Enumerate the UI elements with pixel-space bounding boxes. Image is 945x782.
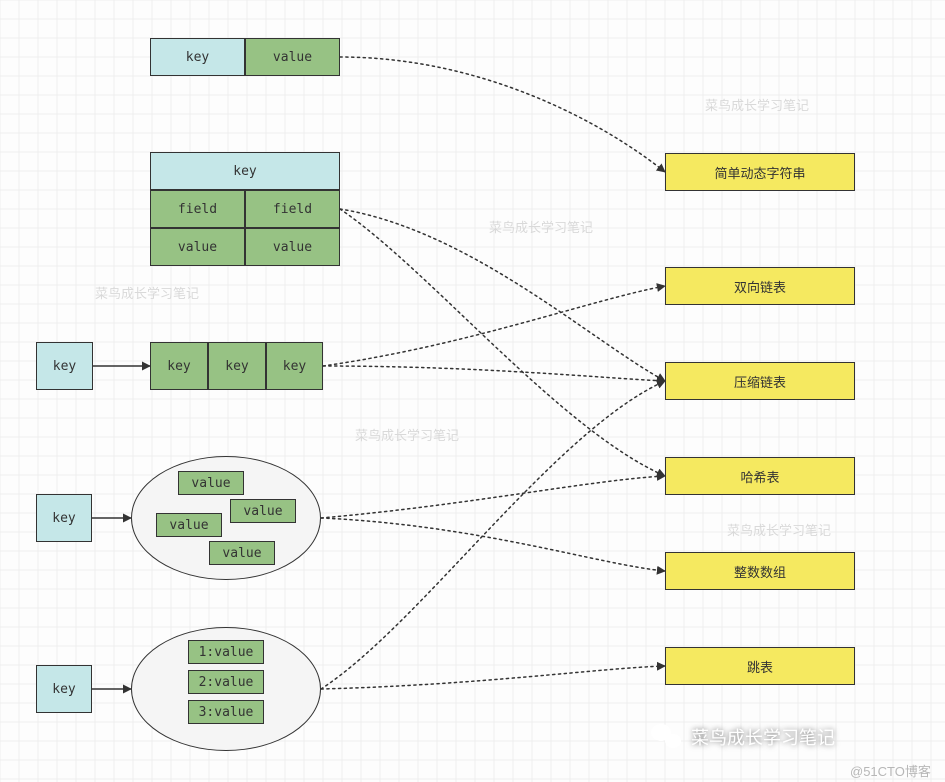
zset-row-3: 3:value [188,700,264,724]
hash-field-2: field [245,190,340,228]
string-key: key [150,38,245,76]
hash-value-2: value [245,228,340,266]
target-t-skip-label: 跳表 [747,657,773,676]
target-t-hash: 哈希表 [665,457,855,495]
zset-row-3-label: 3:value [199,705,254,720]
watermark-4: 菜鸟成长学习笔记 [727,520,831,539]
watermark-1: 菜鸟成长学习笔记 [489,217,593,236]
hash-key-label: key [233,164,256,179]
watermark-2: 菜鸟成长学习笔记 [95,283,199,302]
list-key: key [36,342,93,390]
target-t-ziplist: 压缩链表 [665,362,855,400]
zset-key: key [36,665,92,713]
hash-key: key [150,152,340,190]
footer-text: 菜鸟成长学习笔记 [691,724,835,750]
set-value-3-label: value [169,518,208,533]
target-t-ziplist-label: 压缩链表 [734,372,786,391]
hash-field-1-label: field [178,202,217,217]
hash-value-1-label: value [178,240,217,255]
hash-value-2-label: value [273,240,312,255]
zset-row-2-label: 2:value [199,675,254,690]
set-value-1-label: value [191,476,230,491]
string-value: value [245,38,340,76]
list-item-2: key [208,342,266,390]
zset-row-1: 1:value [188,640,264,664]
string-value-label: value [273,50,312,65]
list-item-2-label: key [225,359,248,374]
set-key-label: key [52,511,75,526]
list-key-label: key [53,359,76,374]
set-value-1: value [178,471,244,495]
target-t-intset: 整数数组 [665,552,855,590]
set-key: key [36,494,92,542]
target-t-skip: 跳表 [665,647,855,685]
watermark-3: 菜鸟成长学习笔记 [355,425,459,444]
zset-row-2: 2:value [188,670,264,694]
list-item-3: key [266,342,323,390]
watermark-0: 菜鸟成长学习笔记 [705,95,809,114]
hash-field-2-label: field [273,202,312,217]
set-value-3: value [156,513,222,537]
credit-text: @51CTO博客 [850,761,931,780]
target-t-dll-label: 双向链表 [734,277,786,296]
target-t-dll: 双向链表 [665,267,855,305]
set-value-4-label: value [222,546,261,561]
target-t-sds: 简单动态字符串 [665,153,855,191]
wechat-icon [651,724,681,750]
set-value-4: value [209,541,275,565]
set-value-2: value [230,499,296,523]
footer-brand: 菜鸟成长学习笔记 [651,724,835,750]
string-key-label: key [186,50,209,65]
list-item-3-label: key [283,359,306,374]
target-t-sds-label: 简单动态字符串 [714,163,805,182]
set-value-2-label: value [243,504,282,519]
hash-value-1: value [150,228,245,266]
target-t-hash-label: 哈希表 [740,467,779,486]
target-t-intset-label: 整数数组 [734,562,786,581]
list-item-1-label: key [167,359,190,374]
list-item-1: key [150,342,208,390]
zset-row-1-label: 1:value [199,645,254,660]
zset-key-label: key [52,682,75,697]
hash-field-1: field [150,190,245,228]
